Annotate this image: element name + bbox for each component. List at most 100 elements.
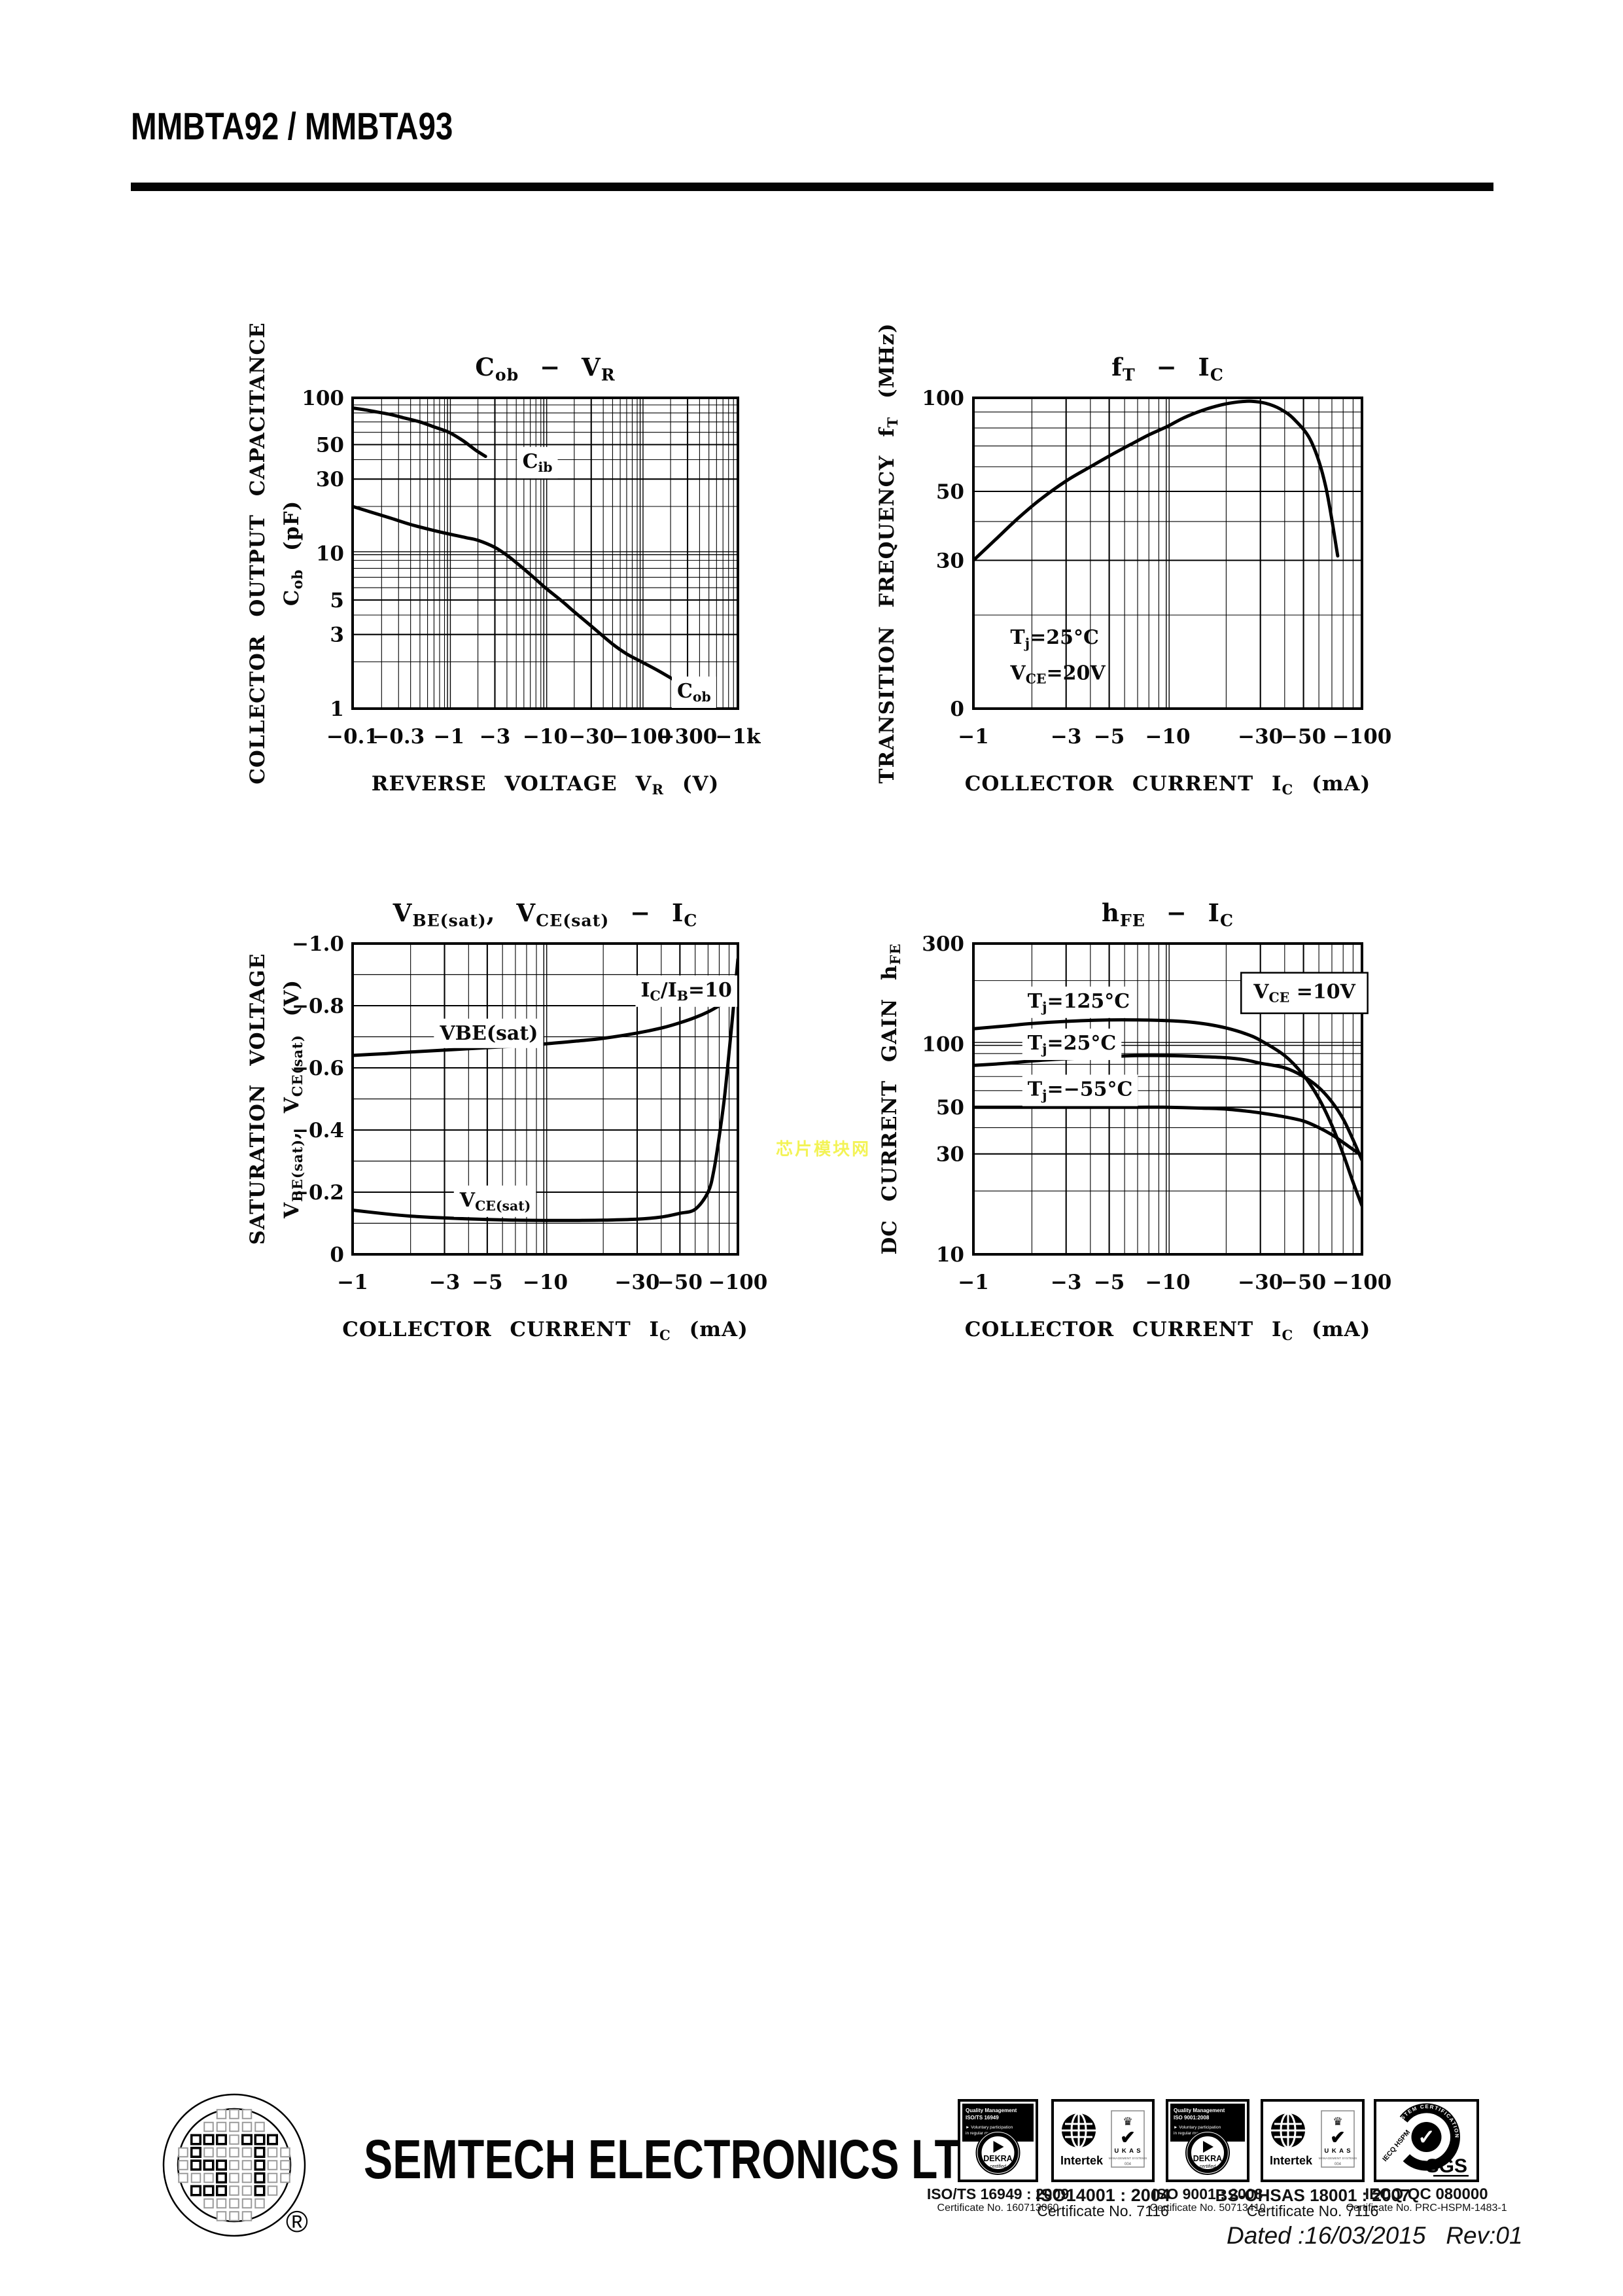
x-tick-label: −1 xyxy=(958,1271,989,1294)
logo-square xyxy=(178,2147,188,2158)
logo-square-bold xyxy=(254,2159,266,2171)
series-Tj=-55°C xyxy=(972,1105,1363,1157)
annotation: VCE=20V xyxy=(1009,662,1106,686)
logo-square xyxy=(178,2172,188,2183)
logo-square xyxy=(216,2147,227,2158)
logo-square xyxy=(229,2172,239,2183)
y-tick-label: −1.0 xyxy=(292,932,344,956)
x-tick-label: −50 xyxy=(657,1271,703,1294)
logo-square-bold xyxy=(254,2185,266,2197)
y-tick-label: 100 xyxy=(922,1033,964,1056)
x-tick-label: −1 xyxy=(433,725,464,749)
logo-square xyxy=(280,2172,290,2183)
plot-border xyxy=(351,942,739,1256)
logo-square xyxy=(216,2121,227,2132)
x-axis-title: REVERSE VOLTAGE VR (V) xyxy=(372,772,720,798)
annotation-bg xyxy=(453,1185,536,1217)
logo-square xyxy=(267,2147,278,2158)
logo-square xyxy=(267,2172,278,2183)
logo-square xyxy=(280,2147,290,2158)
chart-title: hFE − IC xyxy=(1102,898,1234,930)
x-tick-label: −100 xyxy=(1333,725,1392,749)
logo-square xyxy=(241,2109,253,2119)
logo-square xyxy=(178,2160,188,2170)
logo-square-bold xyxy=(254,2172,266,2183)
annotation-bg xyxy=(1022,1074,1138,1106)
page-title: MMBTA92 / MMBTA93 xyxy=(131,105,453,148)
logo-square xyxy=(229,2211,239,2221)
annotation: Tj=25°C xyxy=(1010,626,1098,651)
series-Cib xyxy=(351,406,487,458)
y-axis-title: Cob (pF) xyxy=(280,501,305,606)
chart-title: fT − IC xyxy=(1111,353,1224,384)
logo-square-bold xyxy=(241,2134,253,2146)
x-tick-label: −10 xyxy=(523,1271,568,1294)
annotation: VCE(sat) xyxy=(459,1189,531,1214)
chart-title: Cob − VR xyxy=(475,353,615,384)
x-tick-label: −10 xyxy=(1145,725,1190,749)
logo-square xyxy=(203,2121,214,2132)
logo-square xyxy=(216,2211,227,2221)
annotation: Tj=−55°C xyxy=(1028,1078,1133,1103)
x-tick-label: −100 xyxy=(708,1271,768,1294)
x-tick-label: −1 xyxy=(337,1271,368,1294)
annotation: VBE(sat) xyxy=(439,1022,538,1045)
logo-square xyxy=(241,2185,253,2196)
title-rule xyxy=(131,183,1493,191)
series-VBE(sat) xyxy=(351,991,739,1057)
logo-square xyxy=(203,2147,214,2158)
y-tick-label: 100 xyxy=(302,387,344,410)
plot-border xyxy=(351,397,739,710)
watermark: 芯片模块网 xyxy=(776,1139,871,1159)
y-tick-label: 30 xyxy=(936,1143,964,1167)
y-tick-label: 0 xyxy=(950,698,964,721)
logo-square-bold xyxy=(190,2134,201,2146)
registered-trademark-icon: ® xyxy=(286,2204,308,2238)
logo-square xyxy=(241,2121,253,2132)
y-axis-title: VBE(sat), VCE(sat) (V) xyxy=(280,980,305,1219)
logo-square-bold xyxy=(203,2185,215,2197)
logo-square xyxy=(267,2185,278,2196)
annotation-bg xyxy=(671,676,716,708)
x-tick-label: −0.3 xyxy=(372,725,425,749)
y-tick-label: 30 xyxy=(936,549,964,573)
x-tick-label: −50 xyxy=(1281,725,1326,749)
y-axis-title: DC CURRENT GAIN hFE xyxy=(878,943,903,1254)
logo-square xyxy=(216,2109,227,2119)
x-axis-title: COLLECTOR CURRENT IC (mA) xyxy=(965,772,1371,798)
x-tick-label: −10 xyxy=(1145,1271,1190,1294)
x-tick-label: −3 xyxy=(1051,1271,1082,1294)
annotation-bg xyxy=(434,1018,544,1048)
semtech-st-logo xyxy=(158,2089,310,2241)
logo-square xyxy=(280,2160,290,2170)
x-tick-label: −10 xyxy=(523,725,568,749)
annotation: VCE =10V xyxy=(1253,981,1355,1006)
y-tick-label: 3 xyxy=(330,624,344,647)
y-tick-label: 50 xyxy=(936,480,964,504)
logo-square-bold xyxy=(216,2185,227,2197)
logo-square-bold xyxy=(203,2159,215,2171)
plot-border xyxy=(972,942,1363,1256)
y-tick-label: 30 xyxy=(316,468,344,491)
x-tick-label: −3 xyxy=(429,1271,461,1294)
x-tick-label: −0.1 xyxy=(326,725,379,749)
annotation-bg xyxy=(635,975,737,1007)
series-VCE(sat) xyxy=(351,957,739,1222)
annotation: Cob xyxy=(677,680,711,705)
logo-square xyxy=(229,2198,239,2209)
series-Tj=125°C xyxy=(972,1018,1363,1208)
series-fT xyxy=(972,399,1340,562)
annotation-bg xyxy=(517,447,558,479)
logo-square xyxy=(190,2172,201,2183)
series-Cob xyxy=(351,504,674,681)
x-tick-label: −30 xyxy=(568,725,614,749)
y-tick-label: 0 xyxy=(330,1243,344,1267)
logo-square xyxy=(203,2198,214,2209)
x-axis-title: COLLECTOR CURRENT IC (mA) xyxy=(965,1318,1371,1343)
x-tick-label: −30 xyxy=(1238,1271,1283,1294)
logo-square xyxy=(241,2198,253,2209)
logo-square-bold xyxy=(190,2159,201,2171)
logo-square xyxy=(241,2160,253,2170)
